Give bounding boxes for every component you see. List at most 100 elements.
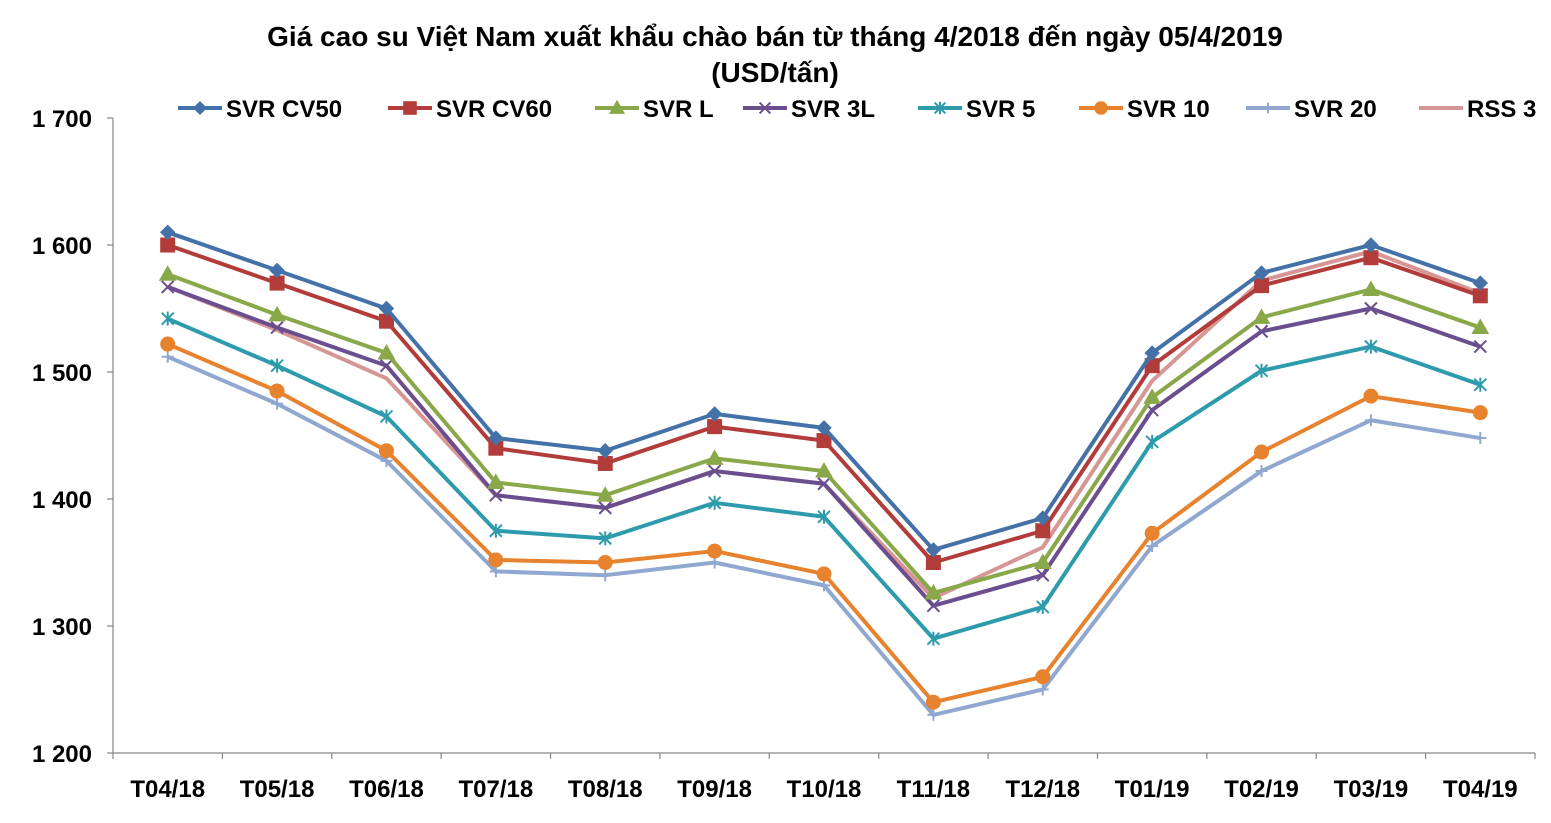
data-point bbox=[707, 495, 722, 510]
data-point bbox=[599, 569, 612, 582]
data-point bbox=[488, 430, 504, 446]
data-point bbox=[1144, 345, 1160, 361]
series-svr-cv50 bbox=[159, 224, 1489, 558]
data-point bbox=[1262, 102, 1274, 114]
data-point bbox=[161, 350, 174, 363]
data-point bbox=[707, 419, 723, 435]
data-point bbox=[1255, 465, 1268, 478]
y-tick-label: 1 300 bbox=[32, 614, 92, 641]
data-point bbox=[1146, 539, 1159, 552]
data-point bbox=[1036, 599, 1050, 614]
legend-item: SVR L bbox=[595, 96, 714, 123]
y-tick-label: 1 500 bbox=[32, 360, 92, 387]
data-point bbox=[269, 383, 285, 399]
data-point bbox=[1362, 280, 1380, 296]
series-layer bbox=[158, 224, 1490, 721]
legend-item: SVR 20 bbox=[1246, 96, 1377, 123]
data-point bbox=[379, 358, 394, 373]
data-point bbox=[192, 100, 208, 116]
legend-label: SVR CV60 bbox=[436, 96, 552, 123]
data-point bbox=[925, 555, 941, 570]
legend: SVR CV50 SVR CV60 SVR L SVR 3L SVR 5 SVR 10 SV… bbox=[178, 96, 1536, 123]
legend-label: SVR 10 bbox=[1127, 96, 1210, 123]
series-svr-3l bbox=[160, 280, 1488, 613]
data-point bbox=[1254, 444, 1270, 460]
x-tick-label: T03/19 bbox=[1334, 776, 1409, 803]
legend-label: SVR 5 bbox=[966, 96, 1035, 123]
legend-item: RSS 3 bbox=[1419, 96, 1536, 123]
legend-item: SVR CV50 bbox=[178, 96, 342, 123]
y-tick-label: 1 400 bbox=[32, 487, 92, 514]
data-point bbox=[1252, 308, 1271, 324]
data-point bbox=[1471, 318, 1490, 335]
series-svr-cv60 bbox=[160, 237, 1488, 570]
data-point bbox=[597, 443, 613, 459]
data-point bbox=[1254, 278, 1270, 294]
data-point bbox=[1254, 324, 1269, 339]
legend-label: SVR L bbox=[643, 96, 714, 123]
series-svr-5 bbox=[160, 311, 1488, 646]
data-point bbox=[705, 449, 724, 465]
data-point bbox=[608, 99, 626, 114]
data-point bbox=[1253, 265, 1270, 281]
data-point bbox=[1363, 250, 1379, 266]
axes: 1 200 1 300 1 400 1 500 1 600 1 700 T04/18 T05/… bbox=[32, 106, 1536, 803]
data-point bbox=[926, 598, 941, 613]
data-point bbox=[159, 224, 176, 241]
legend-label: SVR 20 bbox=[1294, 96, 1377, 123]
data-point bbox=[1036, 568, 1050, 582]
data-point bbox=[269, 275, 285, 291]
series-svr-10 bbox=[160, 336, 1488, 710]
x-tick-label: T06/18 bbox=[349, 776, 424, 803]
data-point bbox=[816, 566, 832, 582]
data-point bbox=[1035, 510, 1051, 526]
data-point bbox=[1474, 432, 1487, 445]
data-point bbox=[1254, 363, 1269, 378]
data-point bbox=[925, 694, 941, 710]
x-tick-label: T09/18 bbox=[677, 776, 752, 803]
y-tick-label: 1 600 bbox=[32, 233, 92, 260]
data-point bbox=[816, 420, 832, 436]
data-point bbox=[160, 280, 175, 294]
data-point bbox=[160, 237, 176, 253]
legend-item: SVR 5 bbox=[918, 96, 1035, 123]
data-point bbox=[1364, 339, 1378, 354]
data-point bbox=[1472, 275, 1489, 291]
data-point bbox=[488, 552, 504, 568]
data-point bbox=[403, 101, 417, 115]
data-point bbox=[597, 555, 613, 570]
data-point bbox=[489, 523, 503, 538]
legend-label: RSS 3 bbox=[1467, 96, 1536, 123]
x-tick-label: T12/18 bbox=[1005, 776, 1080, 803]
data-point bbox=[158, 265, 177, 281]
data-point bbox=[270, 358, 284, 373]
data-point bbox=[1473, 339, 1488, 354]
data-point bbox=[378, 443, 394, 459]
legend-item: SVR CV60 bbox=[388, 96, 552, 123]
legend-item: SVR 3L bbox=[743, 96, 875, 123]
x-tick-label: T02/19 bbox=[1224, 776, 1299, 803]
data-point bbox=[1364, 414, 1377, 427]
data-point bbox=[489, 488, 503, 502]
data-point bbox=[817, 509, 831, 524]
data-point bbox=[598, 501, 612, 515]
data-point bbox=[925, 542, 942, 558]
data-point bbox=[597, 455, 613, 471]
data-point bbox=[1472, 405, 1488, 421]
legend-label: SVR 3L bbox=[791, 96, 875, 123]
data-point bbox=[270, 320, 284, 335]
legend-label: SVR CV50 bbox=[226, 96, 342, 123]
data-point bbox=[1144, 525, 1160, 541]
data-point bbox=[817, 477, 831, 491]
data-point bbox=[160, 311, 175, 326]
data-point bbox=[1363, 237, 1379, 253]
x-tick-label: T11/18 bbox=[897, 776, 970, 803]
x-tick-label: T05/18 bbox=[240, 776, 315, 803]
data-point bbox=[926, 631, 941, 646]
data-point bbox=[160, 336, 176, 352]
data-point bbox=[598, 531, 612, 546]
x-tick-label: T04/19 bbox=[1443, 776, 1518, 803]
x-tick-label: T07/18 bbox=[458, 776, 533, 803]
data-point bbox=[1364, 301, 1378, 316]
